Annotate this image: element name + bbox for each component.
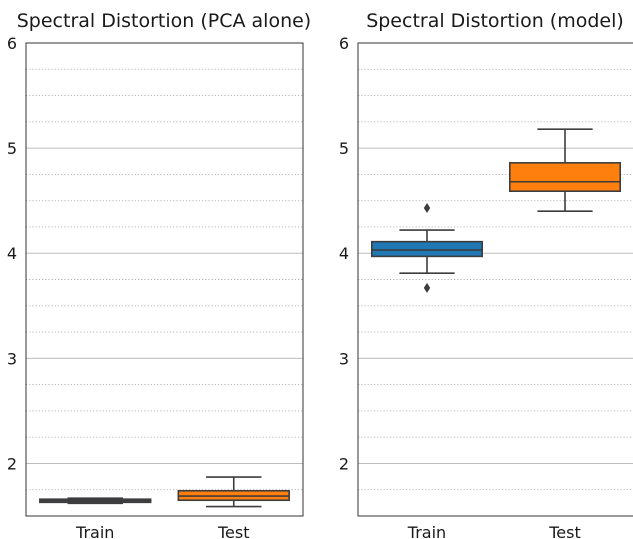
right-chart-title: Spectral Distortion (model)	[366, 10, 624, 32]
right-train-outlier-marker	[424, 283, 430, 293]
right-y-tick-label: 6	[339, 34, 349, 53]
right-y-tick-label: 5	[339, 139, 349, 158]
right-train-outlier-marker	[424, 203, 430, 213]
left-chart-title: Spectral Distortion (PCA alone)	[17, 10, 311, 32]
right-x-tick-label: Test	[548, 523, 581, 539]
left-y-tick-label: 4	[7, 244, 17, 263]
right-test-box	[510, 163, 620, 191]
right-y-tick-label: 2	[339, 454, 349, 473]
left-boxplot-panel: Spectral Distortion (PCA alone) 2 3 4 5 6 Tra…	[7, 10, 311, 539]
right-y-tick-label: 4	[339, 244, 349, 263]
right-y-tick-label: 3	[339, 349, 349, 368]
right-x-tick-label: Train	[407, 523, 446, 539]
right-train-box	[372, 242, 482, 257]
left-y-tick-label: 3	[7, 349, 17, 368]
left-x-tick-label: Test	[217, 523, 250, 539]
left-y-tick-label: 6	[7, 34, 17, 53]
right-boxplot-panel: Spectral Distortion (model) 2 3 4 5 6 Train Te…	[339, 10, 633, 539]
left-y-tick-label: 5	[7, 139, 17, 158]
left-x-tick-label: Train	[75, 523, 114, 539]
left-y-tick-label: 2	[7, 454, 17, 473]
